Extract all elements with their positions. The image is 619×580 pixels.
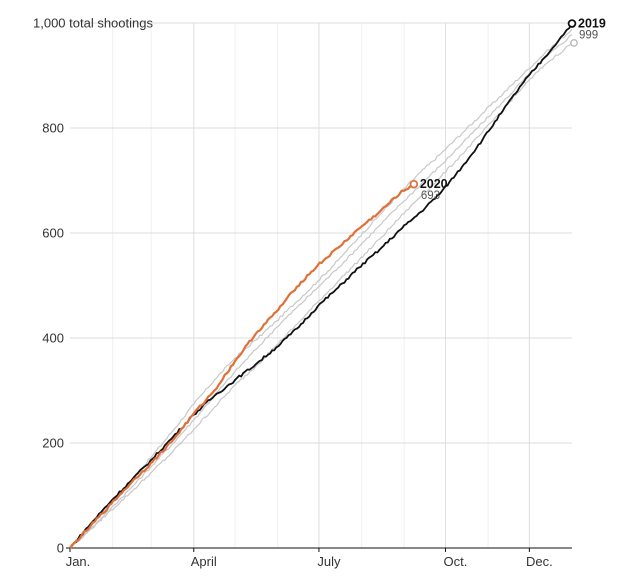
series-end-marker-background (570, 39, 578, 47)
x-tick-label: July (317, 554, 341, 569)
series-end-marker-2019 (567, 19, 577, 28)
grid-layer (70, 22, 572, 548)
x-tick-label: Jan. (66, 554, 91, 569)
x-tick-label: Dec. (526, 554, 553, 569)
series-end-label-2020: 2020 (420, 177, 448, 191)
series-line-2020 (69, 182, 415, 549)
y-axis-title-tick-label: 1,000 total shootings (33, 16, 153, 31)
y-tick-label: 200 (42, 436, 64, 451)
x-tick-label: April (191, 554, 217, 569)
y-tick-label: 400 (42, 331, 64, 346)
series-end-value-2019: 999 (579, 30, 598, 42)
series-layer (69, 23, 573, 549)
series-end-value-2020: 693 (421, 190, 440, 202)
y-tick-label: 600 (42, 226, 64, 241)
y-tick-label: 0 (57, 541, 64, 556)
series-line-2019 (69, 23, 573, 549)
series-line-earlier-year-b (69, 33, 573, 549)
y-tick-label: 800 (42, 121, 64, 136)
series-end-marker-2020 (409, 179, 419, 189)
axis-layer: 0 200 400 600 800 1,000 total shootings Jan. Ap… (33, 16, 572, 569)
series-end-label-2019: 2019 (578, 17, 606, 31)
x-tick-label: Oct. (444, 554, 468, 569)
series-line-earlier-year-c (69, 42, 573, 549)
series-line-earlier-year-a (69, 28, 573, 549)
